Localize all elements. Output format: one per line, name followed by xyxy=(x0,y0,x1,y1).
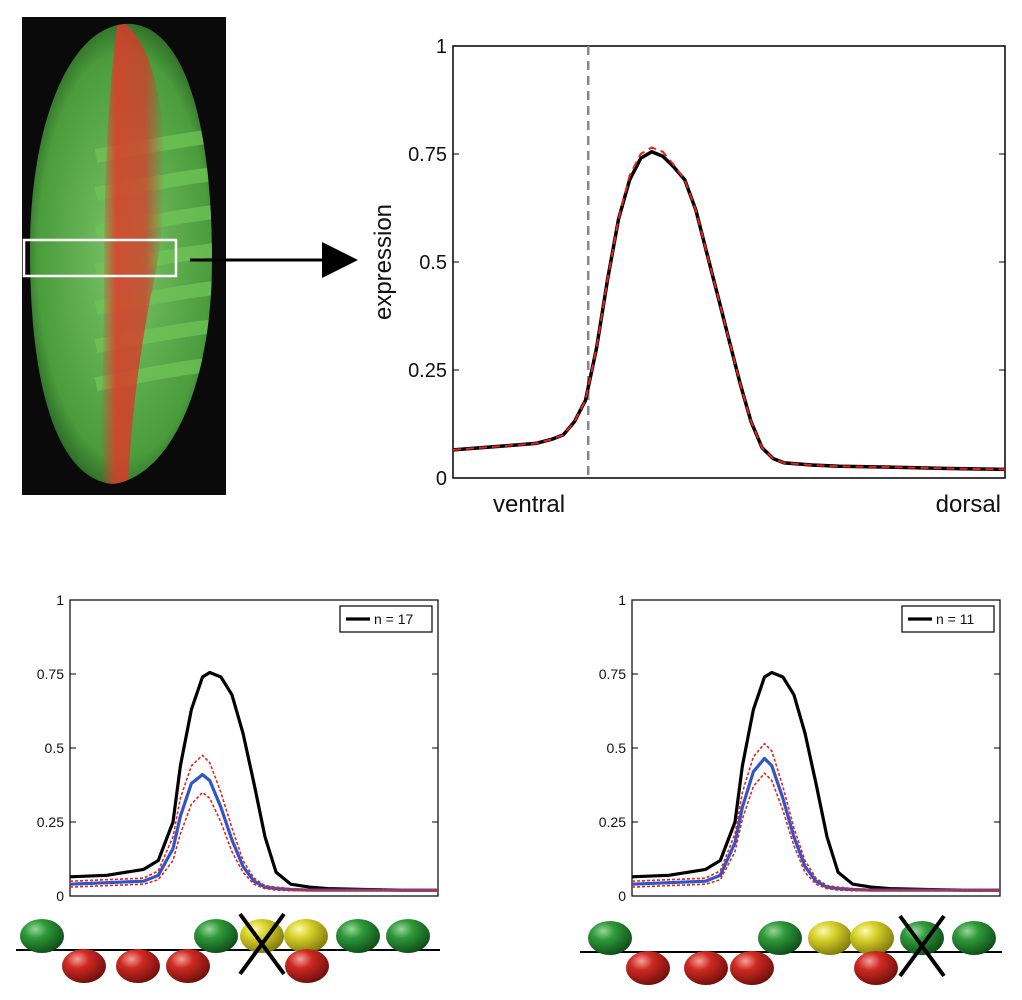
y-tick-label: 0.25 xyxy=(599,814,626,830)
binding-site-red xyxy=(62,949,106,983)
legend-label: n = 17 xyxy=(374,611,414,627)
binding-site-green xyxy=(194,919,238,953)
series-line-mutant-upper xyxy=(69,754,438,891)
embryo-selection-box xyxy=(22,238,178,278)
y-tick-label: 0.75 xyxy=(599,666,626,682)
binding-site-yellow xyxy=(850,921,894,955)
y-tick-label: 0.75 xyxy=(408,144,447,166)
binding-site-red xyxy=(854,951,898,985)
y-tick-label: 0.5 xyxy=(45,740,65,756)
series-line-mutant-lower xyxy=(69,791,438,892)
binding-site-yellow xyxy=(284,919,328,953)
y-tick-label: 0.75 xyxy=(37,666,64,682)
y-tick-label: 0 xyxy=(618,888,626,904)
series-line-wildtype xyxy=(631,670,1000,892)
binding-site-red xyxy=(116,949,160,983)
series-line-mutant-upper xyxy=(631,742,1000,891)
plot-area xyxy=(69,599,439,897)
binding-site-red xyxy=(684,951,728,985)
y-tick-label: 0.25 xyxy=(37,814,64,830)
y-tick-label: 1 xyxy=(436,36,447,58)
deleted-site-cross-icon xyxy=(238,912,286,976)
embryo-image xyxy=(22,17,358,495)
binding-site-red xyxy=(730,951,774,985)
series-line-wildtype xyxy=(69,670,438,892)
chart-main: 0 0.25 0.5 0.75 1 expression ventral dorsal xyxy=(370,36,1006,518)
y-tick-label: 1 xyxy=(56,592,64,608)
y-tick-label: 1 xyxy=(618,592,626,608)
plot-area xyxy=(631,599,1001,897)
deleted-site-cross-icon xyxy=(898,914,946,978)
series-line-fit xyxy=(452,146,1006,471)
legend-label: n = 11 xyxy=(936,611,974,627)
binding-site-red xyxy=(626,951,670,985)
y-axis-label: expression xyxy=(370,204,397,320)
binding-site-red xyxy=(285,949,329,983)
chart-bottom-right: 0 0.25 0.5 0.75 1 n = 11 xyxy=(599,592,1001,904)
y-tick-label: 0 xyxy=(56,888,64,904)
binding-sites-left xyxy=(16,912,440,983)
x-label-ventral: ventral xyxy=(493,491,565,518)
binding-site-green xyxy=(952,921,996,955)
binding-site-green xyxy=(336,919,380,953)
binding-site-red xyxy=(166,949,210,983)
binding-sites-right xyxy=(580,914,1002,985)
binding-site-green xyxy=(758,921,802,955)
x-label-dorsal: dorsal xyxy=(936,491,1001,518)
y-tick-label: 0.5 xyxy=(419,252,447,274)
y-tick-label: 0.5 xyxy=(607,740,627,756)
binding-site-green xyxy=(588,921,632,955)
y-tick-label: 0 xyxy=(436,468,447,490)
binding-site-green xyxy=(386,919,430,953)
binding-site-yellow xyxy=(808,921,852,955)
chart-bottom-left: 0 0.25 0.5 0.75 1 n = 17 xyxy=(37,592,439,904)
plot-area xyxy=(452,45,1006,479)
y-tick-label: 0.25 xyxy=(408,360,447,382)
binding-site-green xyxy=(20,919,64,953)
embryo-red-band xyxy=(100,23,165,484)
